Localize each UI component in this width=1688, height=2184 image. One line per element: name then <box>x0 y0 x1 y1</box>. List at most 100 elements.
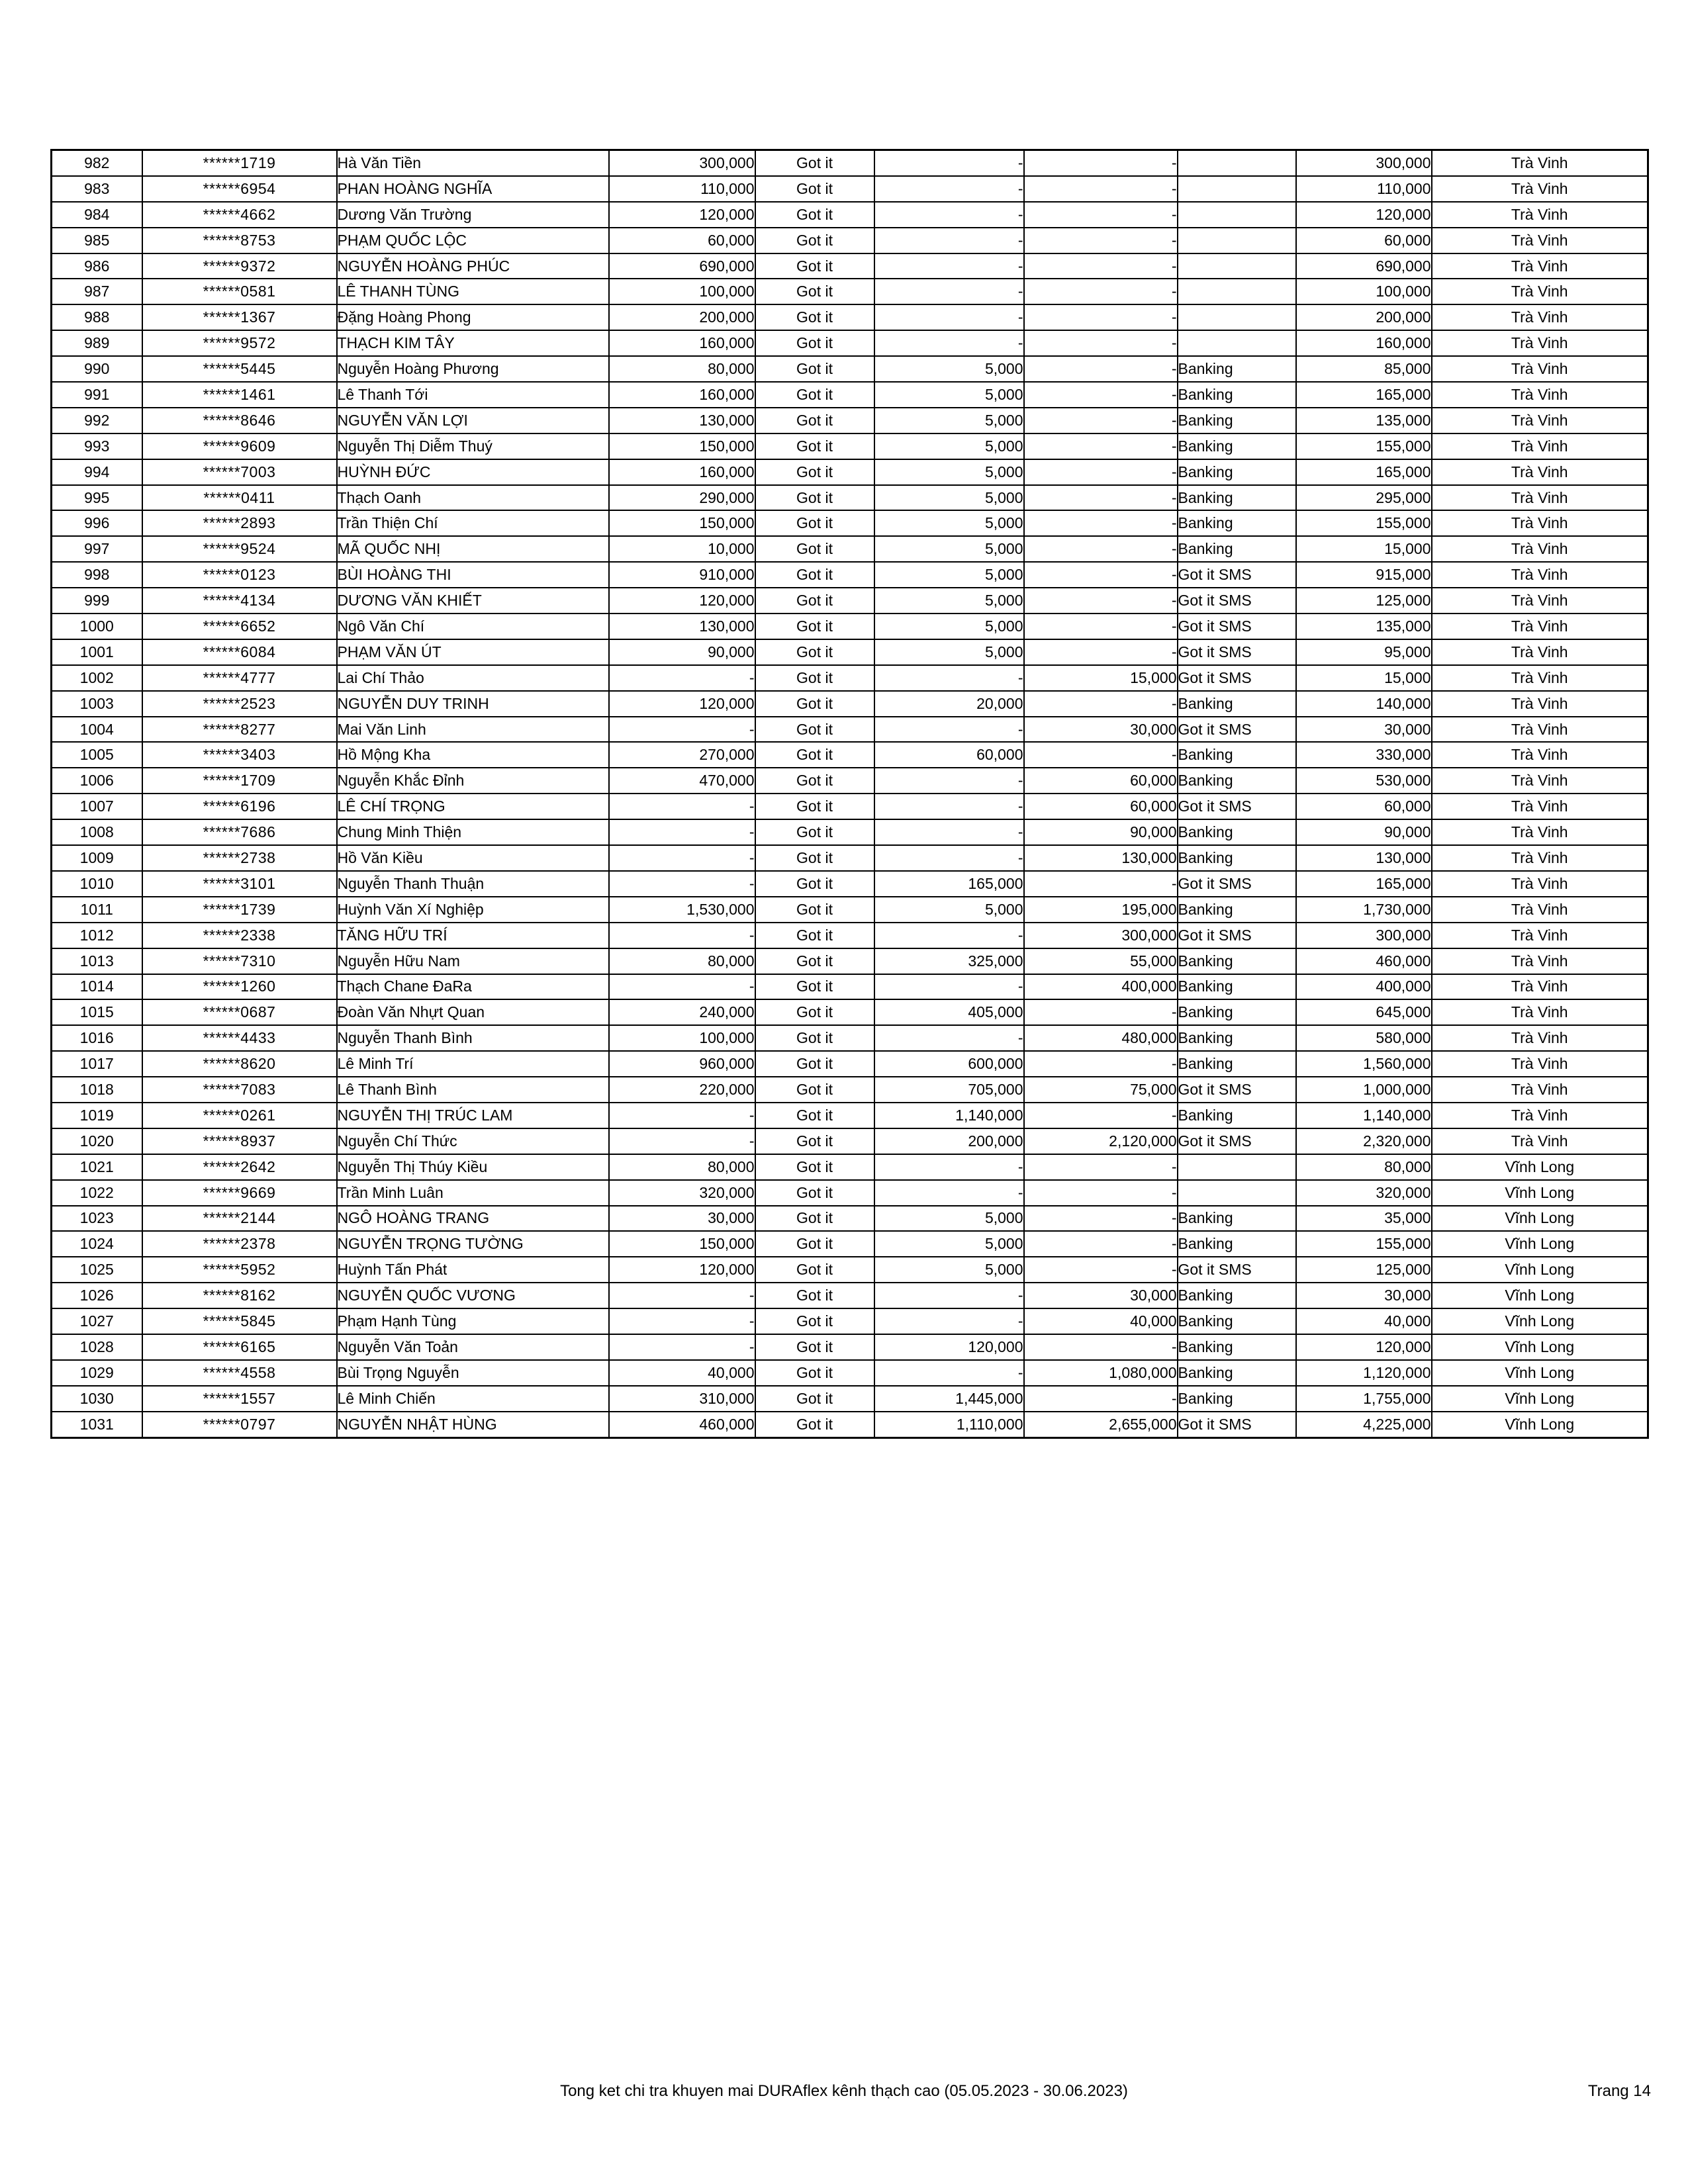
bonus-amount: 5,000 <box>873 432 1025 460</box>
row-index: 1012 <box>50 921 143 949</box>
customer-name: Huỳnh Văn Xí Nghiệp <box>336 895 610 923</box>
status: Got it <box>754 304 875 332</box>
total-amount: 330,000 <box>1295 741 1432 769</box>
table-row: 994 ******7003 HUỲNH ĐỨC 160,000 Got it 5,000… <box>50 458 1649 486</box>
payment-method: Banking <box>1176 1385 1297 1412</box>
row-index: 986 <box>50 252 143 280</box>
bonus-amount: - <box>873 201 1025 228</box>
masked-phone: ******8937 <box>141 1127 338 1155</box>
base-amount: 80,000 <box>608 355 756 383</box>
row-index: 1002 <box>50 664 143 692</box>
customer-name: Lê Thanh Tới <box>336 381 610 408</box>
row-index: 996 <box>50 510 143 537</box>
bonus-amount: - <box>873 304 1025 332</box>
province: Trà Vinh <box>1430 484 1649 512</box>
total-amount: 295,000 <box>1295 484 1432 512</box>
bonus-amount: - <box>873 1359 1025 1387</box>
table-row: 1011 ******1739 Huỳnh Văn Xí Nghiệp 1,530,0… <box>50 895 1649 923</box>
extra-amount: 60,000 <box>1023 767 1178 795</box>
bonus-amount: 405,000 <box>873 999 1025 1026</box>
table-row: 988 ******1367 Đặng Hoàng Phong 200,000 Got … <box>50 304 1649 332</box>
base-amount: - <box>608 664 756 692</box>
table-row: 1024 ******2378 NGUYỄN TRỌNG TƯỜNG 150,000 G… <box>50 1230 1649 1258</box>
bonus-amount: 5,000 <box>873 613 1025 640</box>
status: Got it <box>754 895 875 923</box>
status: Got it <box>754 844 875 872</box>
payment-method <box>1176 1179 1297 1206</box>
total-amount: 580,000 <box>1295 1024 1432 1052</box>
table-row: 1020 ******8937 Nguyễn Chí Thức - Got it 200,… <box>50 1127 1649 1155</box>
customer-name: Mai Văn Linh <box>336 715 610 743</box>
masked-phone: ******0411 <box>141 484 338 512</box>
total-amount: 135,000 <box>1295 406 1432 434</box>
customer-name: Nguyễn Thanh Bình <box>336 1024 610 1052</box>
bonus-amount: - <box>873 1024 1025 1052</box>
bonus-amount: 1,110,000 <box>873 1410 1025 1439</box>
extra-amount: 480,000 <box>1023 1024 1178 1052</box>
total-amount: 165,000 <box>1295 458 1432 486</box>
payment-method: Banking <box>1176 947 1297 975</box>
table-row: 1004 ******8277 Mai Văn Linh - Got it -30,000… <box>50 715 1649 743</box>
customer-name: Nguyễn Khắc Đỉnh <box>336 767 610 795</box>
bonus-amount: 325,000 <box>873 947 1025 975</box>
payment-method: Banking <box>1176 1024 1297 1052</box>
payment-method: Banking <box>1176 432 1297 460</box>
extra-amount: 2,120,000 <box>1023 1127 1178 1155</box>
status: Got it <box>754 406 875 434</box>
total-amount: 1,560,000 <box>1295 1050 1432 1078</box>
province: Trà Vinh <box>1430 561 1649 589</box>
status: Got it <box>754 1153 875 1181</box>
base-amount: 120,000 <box>608 587 756 615</box>
row-index: 999 <box>50 587 143 615</box>
base-amount: 300,000 <box>608 149 756 177</box>
total-amount: 400,000 <box>1295 973 1432 1001</box>
payment-method: Banking <box>1176 1230 1297 1258</box>
customer-name: Bùi Trọng Nguyễn <box>336 1359 610 1387</box>
total-amount: 90,000 <box>1295 819 1432 846</box>
masked-phone: ******1739 <box>141 895 338 923</box>
base-amount: 80,000 <box>608 947 756 975</box>
status: Got it <box>754 1308 875 1335</box>
status: Got it <box>754 999 875 1026</box>
customer-name: MÃ QUỐC NHỊ <box>336 535 610 563</box>
extra-amount: 300,000 <box>1023 921 1178 949</box>
customer-name: Nguyễn Văn Toản <box>336 1333 610 1361</box>
bonus-amount: - <box>873 793 1025 821</box>
status: Got it <box>754 793 875 821</box>
province: Trà Vinh <box>1430 381 1649 408</box>
masked-phone: ******2378 <box>141 1230 338 1258</box>
base-amount: 240,000 <box>608 999 756 1026</box>
extra-amount: 60,000 <box>1023 793 1178 821</box>
base-amount: 40,000 <box>608 1359 756 1387</box>
row-index: 1001 <box>50 638 143 666</box>
customer-name: Nguyễn Chí Thức <box>336 1127 610 1155</box>
payment-method: Banking <box>1176 510 1297 537</box>
row-index: 995 <box>50 484 143 512</box>
row-index: 997 <box>50 535 143 563</box>
extra-amount: - <box>1023 690 1178 717</box>
payment-method <box>1176 252 1297 280</box>
row-index: 1023 <box>50 1205 143 1232</box>
payment-method: Banking <box>1176 1308 1297 1335</box>
total-amount: 80,000 <box>1295 1153 1432 1181</box>
payment-method: Banking <box>1176 535 1297 563</box>
payment-method: Banking <box>1176 767 1297 795</box>
masked-phone: ******6084 <box>141 638 338 666</box>
province: Trà Vinh <box>1430 613 1649 640</box>
row-index: 1005 <box>50 741 143 769</box>
payment-method <box>1176 1153 1297 1181</box>
bonus-amount: - <box>873 844 1025 872</box>
base-amount: 160,000 <box>608 381 756 408</box>
masked-phone: ******5952 <box>141 1256 338 1284</box>
province: Vĩnh Long <box>1430 1333 1649 1361</box>
extra-amount: - <box>1023 175 1178 203</box>
customer-name: NGÔ HOÀNG TRANG <box>336 1205 610 1232</box>
table-row: 996 ******2893 Trần Thiện Chí 150,000 Got it… <box>50 510 1649 537</box>
extra-amount: - <box>1023 330 1178 357</box>
payment-method: Got it SMS <box>1176 664 1297 692</box>
row-index: 985 <box>50 226 143 254</box>
masked-phone: ******1709 <box>141 767 338 795</box>
masked-phone: ******4777 <box>141 664 338 692</box>
table-row: 995 ******0411 Thạch Oanh 290,000 Got it 5,00… <box>50 484 1649 512</box>
